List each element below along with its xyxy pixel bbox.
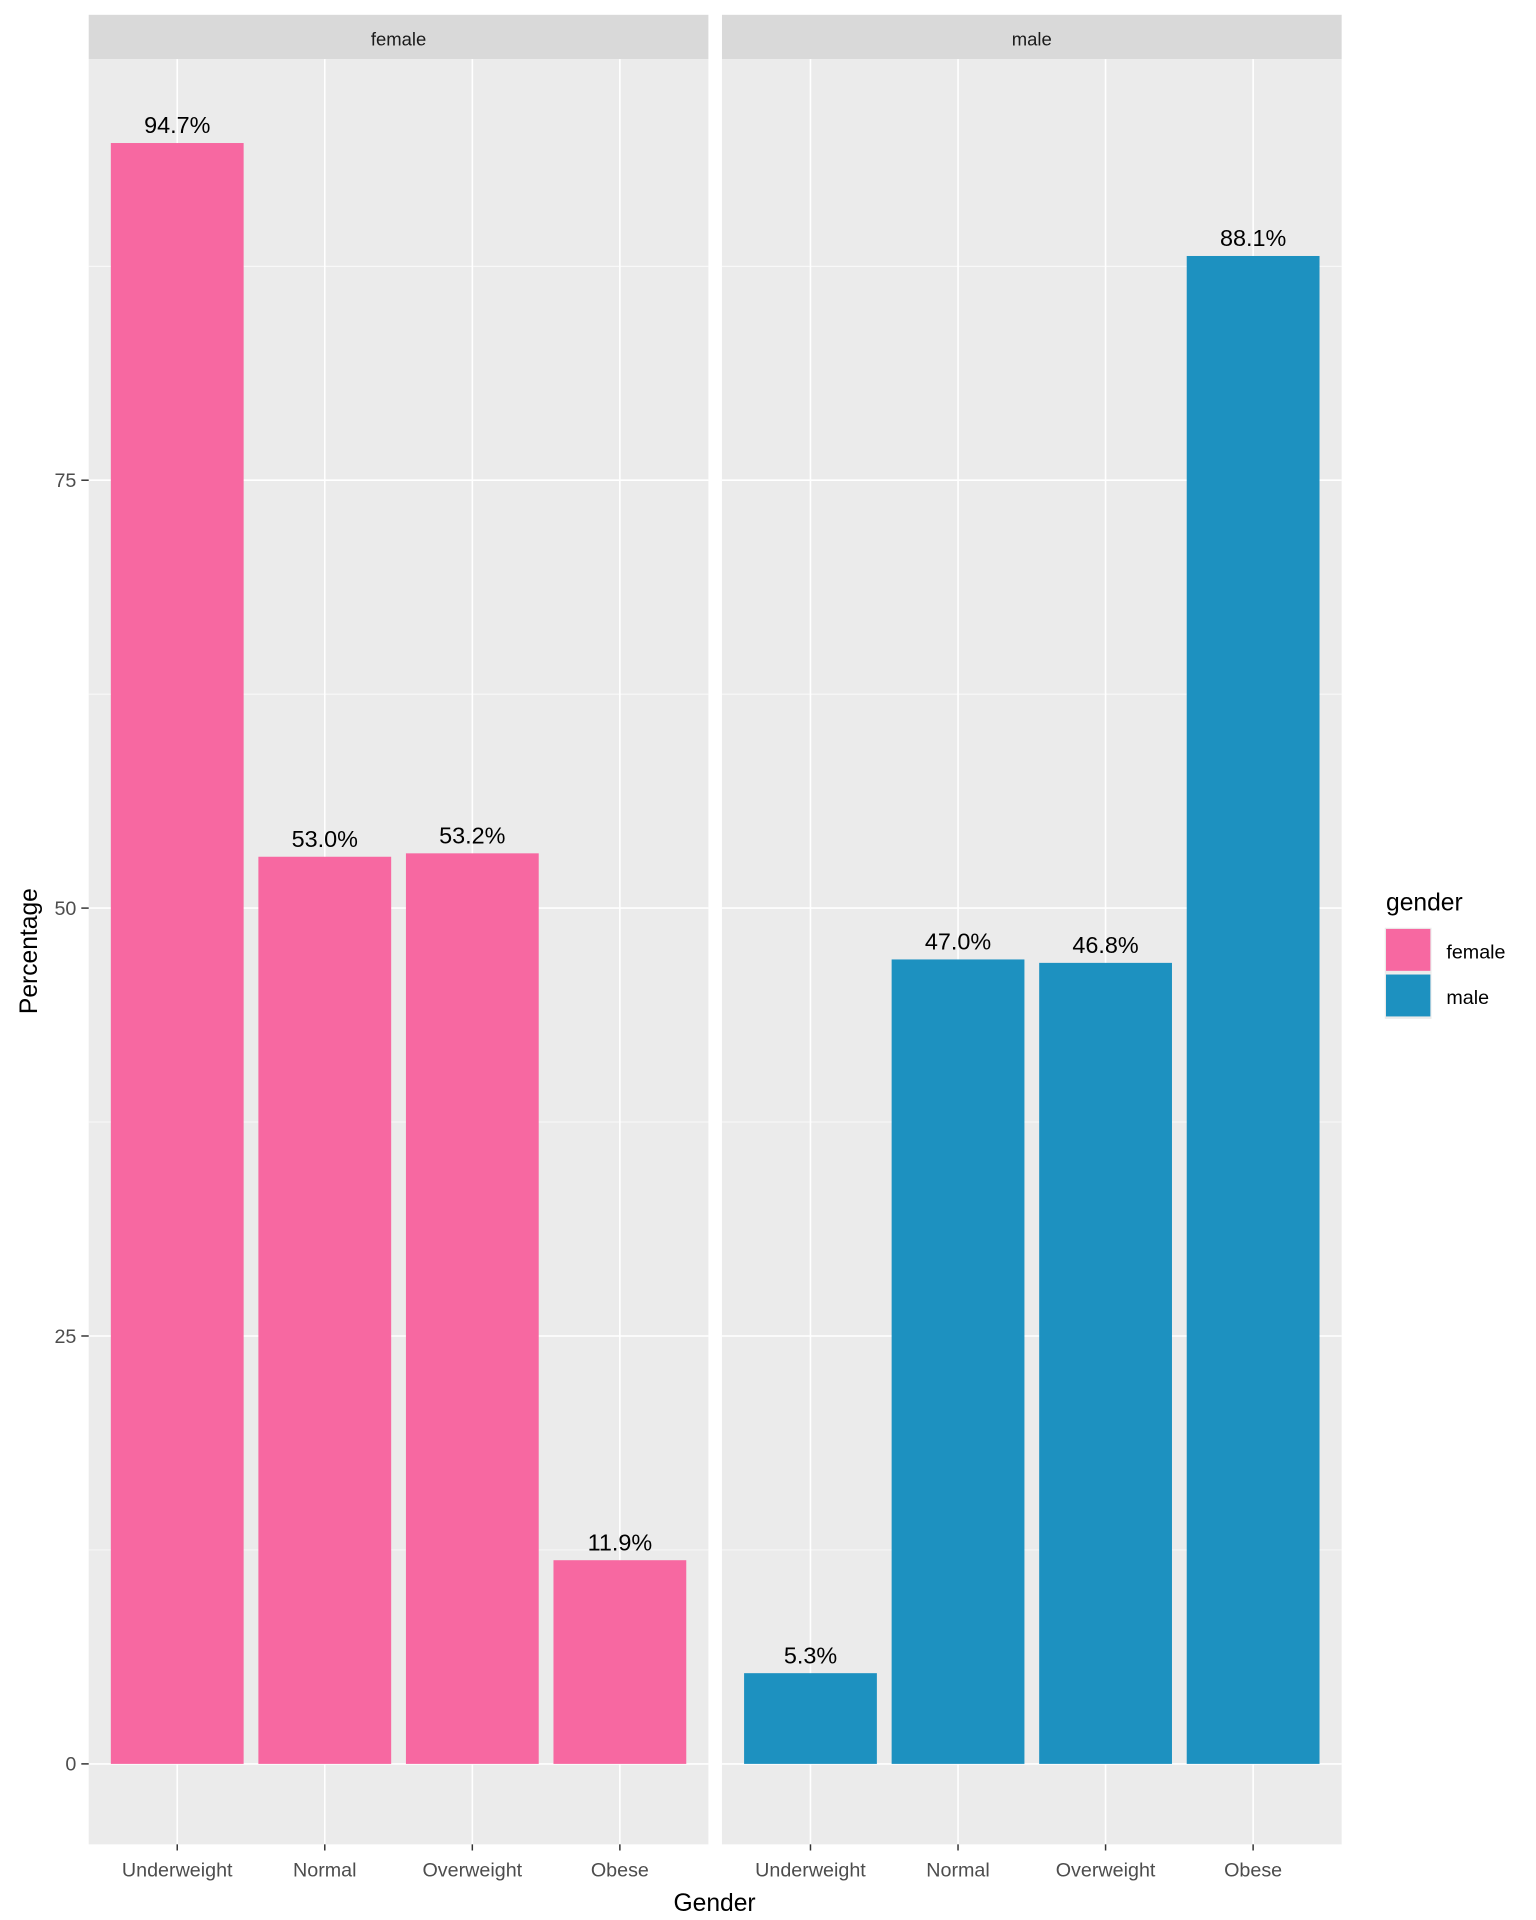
bar-female-obese — [553, 1560, 687, 1764]
x-axis-title: Gender — [673, 1890, 755, 1917]
data-label: 53.0% — [292, 826, 358, 852]
data-label: 47.0% — [925, 929, 991, 955]
facet-label: female — [371, 29, 426, 50]
data-label: 5.3% — [784, 1642, 837, 1668]
bar-female-underweight — [110, 143, 244, 1764]
x-tick-label: Underweight — [122, 1859, 233, 1881]
facet-strip — [721, 14, 1342, 60]
y-axis-title: Percentage — [16, 888, 43, 1014]
facet-strip — [88, 14, 709, 60]
bar-male-underweight — [744, 1673, 877, 1764]
x-tick-label: Obese — [591, 1859, 649, 1881]
bar-female-overweight — [405, 853, 539, 1764]
x-tick-label: Normal — [293, 1859, 357, 1881]
legend: gender female male — [1384, 889, 1506, 1019]
data-label: 53.2% — [439, 822, 505, 848]
y-tick-label: 75 — [54, 470, 76, 492]
x-tick-label: Overweight — [1056, 1859, 1156, 1881]
y-tick-label: 25 — [54, 1326, 76, 1348]
bar-female-normal — [258, 856, 392, 1764]
data-label: 46.8% — [1072, 932, 1138, 958]
bar-male-overweight — [1039, 962, 1172, 1764]
bar-male-normal — [891, 959, 1025, 1764]
legend-label-male: male — [1446, 987, 1489, 1009]
data-label: 94.7% — [144, 112, 210, 138]
data-label: 88.1% — [1220, 225, 1286, 251]
panel-male: male 5.3% 47.0% 46.8% 88.1% Underweight Normal… — [721, 14, 1342, 1881]
panel-female: female 94.7% 53.0% 53.2% 11.9% Underweight Nor… — [88, 14, 709, 1881]
bar-male-obese — [1186, 255, 1320, 1764]
y-tick-label: 50 — [54, 898, 76, 920]
legend-swatch-male — [1386, 974, 1431, 1017]
legend-title: gender — [1386, 889, 1463, 916]
x-tick-label: Underweight — [755, 1859, 866, 1881]
x-tick-label: Normal — [926, 1859, 989, 1881]
x-tick-label: Overweight — [422, 1859, 522, 1881]
y-tick-label: 0 — [65, 1754, 76, 1776]
x-tick-label: Obese — [1224, 1859, 1282, 1881]
legend-swatch-female — [1386, 928, 1431, 971]
legend-label-female: female — [1446, 942, 1505, 964]
facet-label: male — [1012, 29, 1052, 50]
data-label: 11.9% — [588, 1529, 653, 1555]
